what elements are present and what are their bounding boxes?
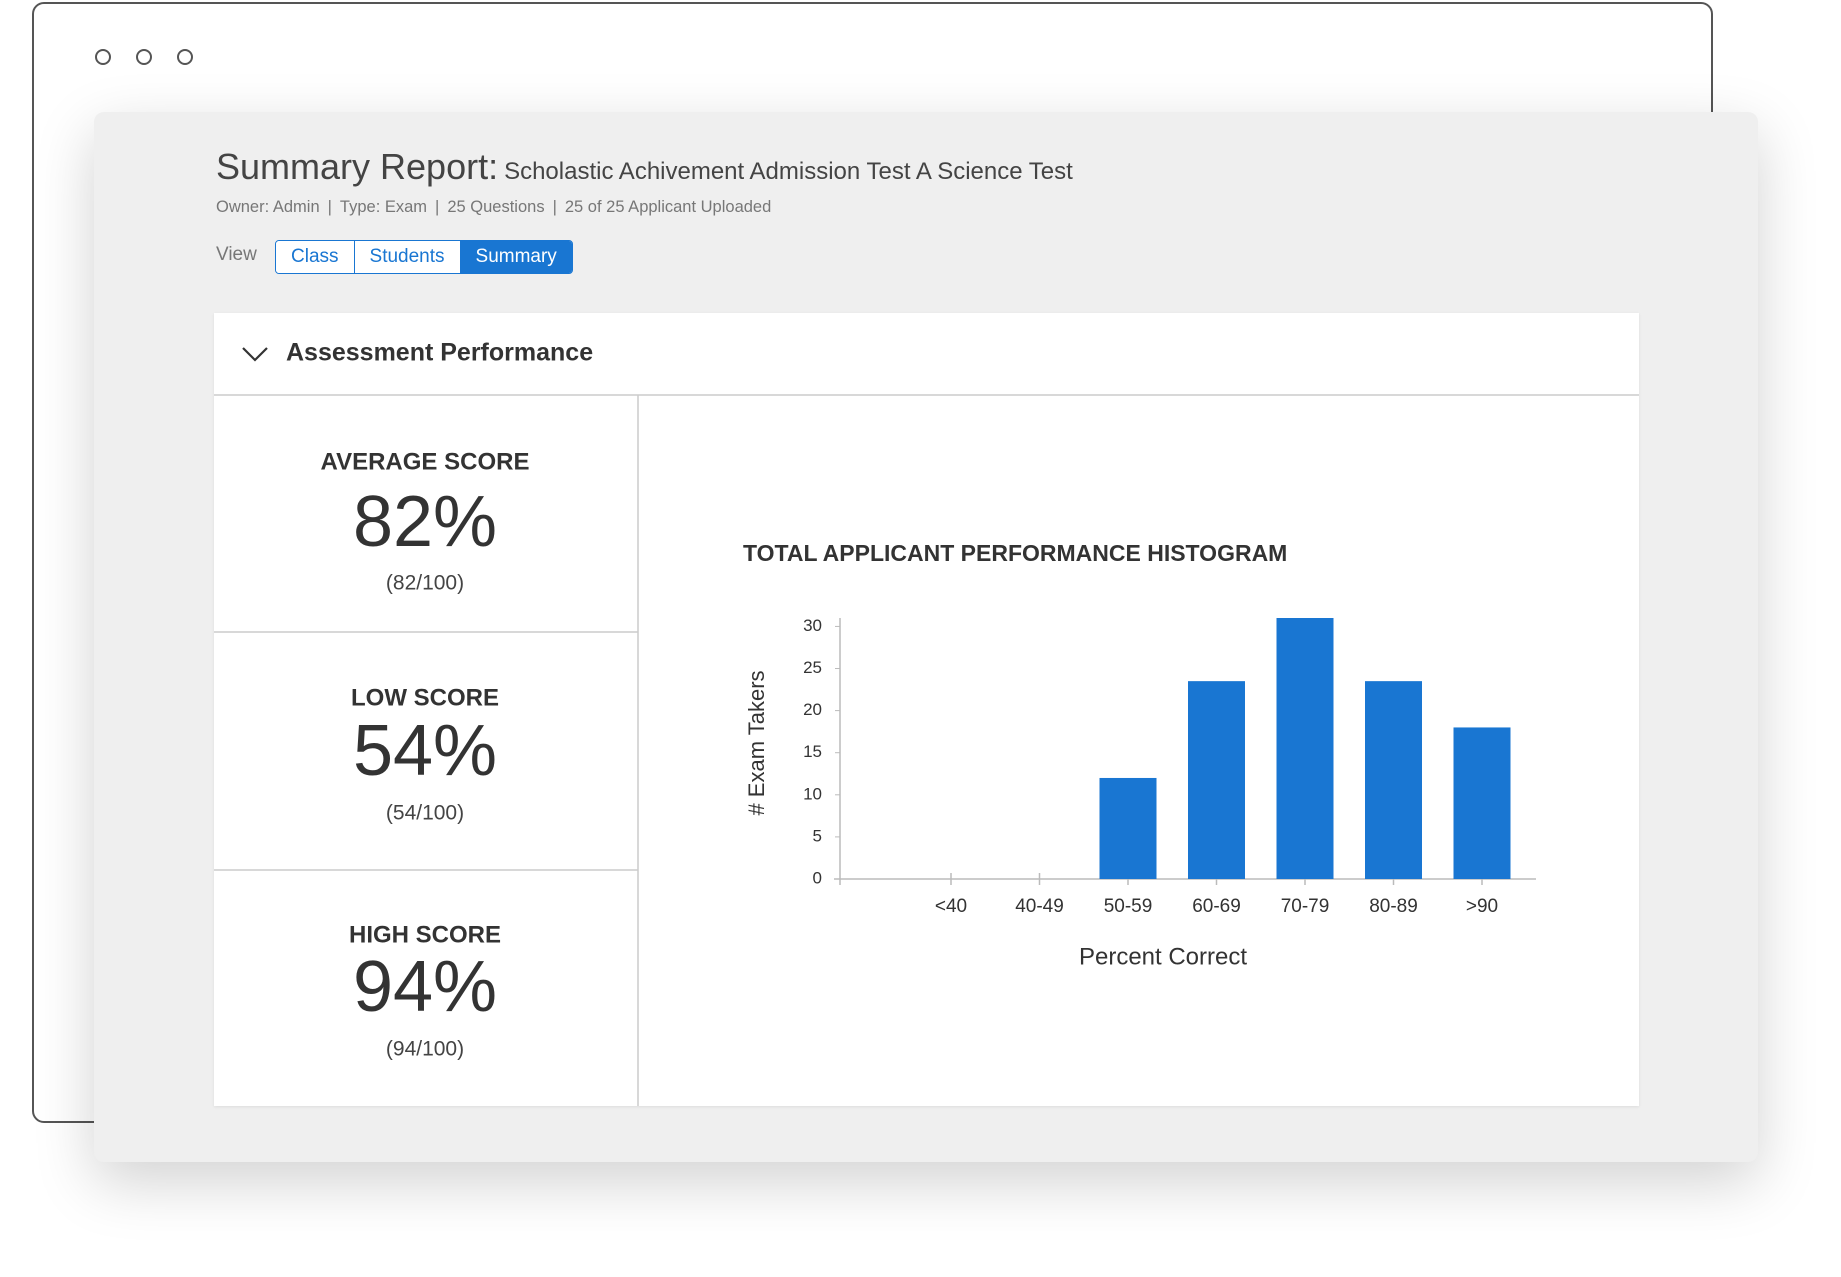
y-tick-label: 0 — [813, 868, 822, 887]
y-tick-label: 30 — [803, 616, 822, 635]
stat-value: 94% — [353, 947, 497, 1027]
separator: | — [552, 198, 557, 216]
y-tick-label: 25 — [803, 658, 822, 677]
meta-item: Owner: Admin — [216, 198, 320, 216]
stat-label: HIGH SCORE — [349, 921, 501, 948]
window-dot — [136, 49, 152, 65]
stat-value: 54% — [353, 711, 497, 791]
y-tick-label: 15 — [803, 742, 822, 761]
stat-detail: (82/100) — [386, 572, 464, 595]
x-tick-label: 70-79 — [1281, 896, 1330, 917]
x-tick-label: >90 — [1466, 896, 1498, 917]
stat-value: 82% — [353, 482, 497, 562]
stat-label: AVERAGE SCORE — [321, 448, 530, 475]
meta-item: 25 of 25 Applicant Uploaded — [564, 198, 772, 216]
report-title: Summary Report: Scholastic Achivement Adm… — [216, 146, 1073, 188]
chart-title: TOTAL APPLICANT PERFORMANCE HISTOGRAM — [743, 540, 1287, 566]
x-tick-label: 40-49 — [1015, 896, 1064, 917]
y-axis-title: # Exam Takers — [744, 670, 769, 815]
subtitle: Scholastic Achivement Admission Test A S… — [504, 158, 1073, 185]
meta-item: Type: Exam — [339, 198, 428, 216]
panel-title: Assessment Performance — [286, 339, 593, 367]
x-tick-label: 60-69 — [1192, 896, 1241, 917]
collapse-chevron[interactable] — [242, 347, 268, 362]
bar — [1365, 681, 1422, 879]
x-axis-title: Percent Correct — [1079, 943, 1247, 970]
separator: | — [435, 198, 440, 216]
y-tick-label: 5 — [813, 826, 822, 845]
window-dot — [95, 49, 111, 65]
window-dot — [177, 49, 193, 65]
meta-item: 25 Questions — [447, 198, 545, 216]
view-tab[interactable]: Summary — [459, 241, 572, 273]
bar — [1099, 777, 1157, 879]
view-label: View — [216, 244, 257, 265]
report-meta: Owner: Admin | Type: Exam | 25 Questions | 25 … — [216, 198, 771, 217]
stat-label: LOW SCORE — [351, 684, 499, 711]
view-tabs: Class Students Summary — [275, 240, 573, 274]
y-tick-label: 20 — [803, 700, 822, 719]
bar — [1453, 727, 1511, 879]
bar — [1276, 618, 1334, 879]
x-tick-label: 50-59 — [1104, 896, 1153, 917]
y-tick-label: 10 — [803, 784, 822, 803]
title: Summary Report: — [216, 146, 499, 187]
x-tick-label: 80-89 — [1369, 896, 1418, 917]
view-tab[interactable]: Class — [276, 241, 354, 273]
stat-detail: (54/100) — [386, 802, 464, 825]
bar — [1188, 681, 1245, 879]
view-tab[interactable]: Students — [353, 241, 460, 273]
x-tick-label: <40 — [935, 896, 967, 917]
stat-detail: (94/100) — [386, 1038, 464, 1061]
separator: | — [327, 198, 332, 216]
